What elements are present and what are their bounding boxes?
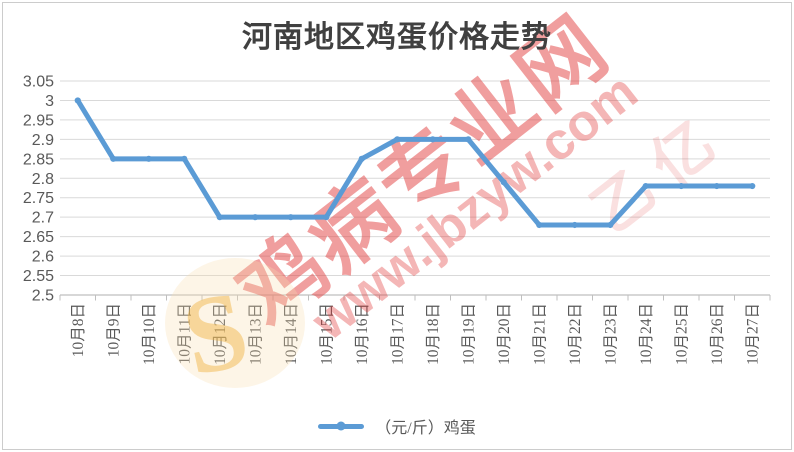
data-point-marker [642, 182, 649, 190]
x-axis-label: 10月11日 [176, 303, 193, 364]
x-axis-label: 10月24日 [638, 303, 655, 365]
data-point-marker [216, 214, 223, 221]
x-axis-label: 10月18日 [425, 303, 442, 365]
x-axis-label: 10月25日 [673, 303, 690, 365]
data-point-marker [323, 214, 330, 221]
y-axis-label: 2.55 [23, 268, 54, 285]
y-axis-label: 2.95 [23, 112, 54, 129]
y-axis-label: 2.6 [32, 249, 54, 266]
y-axis-label: 2.75 [23, 190, 54, 207]
x-axis-label: 10月19日 [460, 303, 477, 365]
x-axis-label: 10月9日 [105, 303, 122, 357]
data-point-marker [713, 182, 720, 190]
x-axis-label: 10月10日 [141, 303, 158, 365]
data-point-marker [465, 136, 472, 143]
data-point-marker [358, 155, 365, 162]
y-axis-label: 3 [45, 93, 54, 110]
y-axis-label: 2.9 [32, 132, 54, 149]
y-axis-label: 2.7 [32, 210, 54, 227]
legend-marker-dot [336, 421, 346, 431]
y-axis-label: 3.05 [23, 74, 54, 91]
x-axis-label: 10月13日 [247, 303, 264, 365]
data-point-marker [607, 221, 614, 229]
legend-label: （元/斤）鸡蛋 [375, 420, 476, 437]
legend: （元/斤）鸡蛋 [0, 414, 794, 438]
data-point-marker [145, 155, 152, 162]
x-axis-label: 10月14日 [283, 303, 300, 365]
x-axis-label: 10月26日 [709, 303, 726, 365]
x-axis-label: 10月21日 [531, 303, 548, 365]
x-axis-label: 10月15日 [318, 303, 335, 365]
data-point-marker [287, 214, 294, 221]
legend-line-sample [318, 421, 365, 431]
x-axis-label: 10月17日 [389, 303, 406, 365]
data-point-marker [500, 179, 507, 186]
x-axis-label: 10月27日 [744, 303, 761, 365]
data-point-marker [536, 221, 543, 229]
chart-title: 河南地区鸡蛋价格走势 [242, 21, 552, 54]
x-axis-label: 10月12日 [212, 303, 229, 365]
data-point-marker [394, 136, 401, 143]
data-point-marker [678, 182, 685, 190]
data-point-marker [74, 97, 81, 104]
y-axis-label: 2.65 [23, 229, 54, 246]
y-axis-label: 2.8 [32, 171, 54, 188]
x-axis-label: 10月16日 [354, 303, 371, 365]
x-axis-label: 10月20日 [496, 303, 513, 365]
data-point-marker [749, 182, 756, 190]
data-point-marker [181, 155, 188, 162]
data-point-marker [252, 214, 259, 221]
data-point-marker [571, 221, 578, 229]
data-point-marker [110, 155, 117, 162]
price-line [75, 97, 755, 228]
data-point-marker [429, 136, 436, 143]
x-axis-label: 10月8日 [70, 303, 87, 357]
y-axis-label: 2.85 [23, 151, 54, 168]
x-axis-label: 10月22日 [567, 303, 584, 365]
y-axis-label: 2.5 [32, 288, 54, 305]
x-axis-label: 10月23日 [602, 303, 619, 365]
